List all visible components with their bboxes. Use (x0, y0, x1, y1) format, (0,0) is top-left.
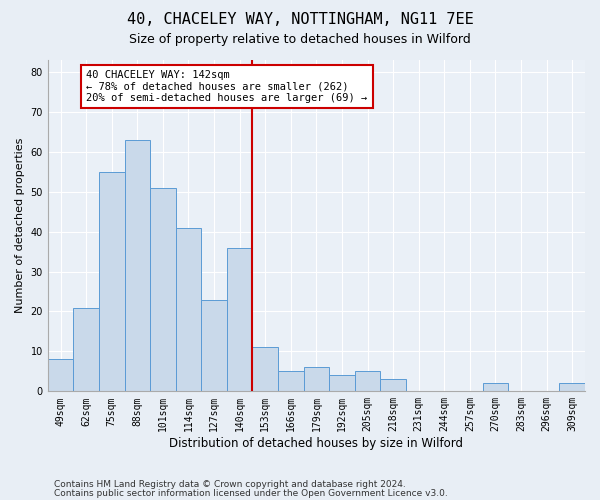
Bar (355, 372, 380, 392)
Text: Contains public sector information licensed under the Open Government Licence v3: Contains public sector information licen… (54, 488, 448, 498)
Bar (329, 376, 355, 392)
Bar (559, 384, 585, 392)
Bar (73, 308, 99, 392)
Text: Size of property relative to detached houses in Wilford: Size of property relative to detached ho… (129, 32, 471, 46)
Text: Contains HM Land Registry data © Crown copyright and database right 2024.: Contains HM Land Registry data © Crown c… (54, 480, 406, 489)
Bar (304, 368, 329, 392)
X-axis label: Distribution of detached houses by size in Wilford: Distribution of detached houses by size … (169, 437, 463, 450)
Bar (482, 384, 508, 392)
Bar (150, 188, 176, 392)
Bar (227, 248, 253, 392)
Bar (48, 360, 73, 392)
Y-axis label: Number of detached properties: Number of detached properties (15, 138, 25, 314)
Bar (176, 228, 201, 392)
Bar (253, 348, 278, 392)
Bar (380, 380, 406, 392)
Text: 40, CHACELEY WAY, NOTTINGHAM, NG11 7EE: 40, CHACELEY WAY, NOTTINGHAM, NG11 7EE (127, 12, 473, 28)
Bar (99, 172, 125, 392)
Text: 40 CHACELEY WAY: 142sqm
← 78% of detached houses are smaller (262)
20% of semi-d: 40 CHACELEY WAY: 142sqm ← 78% of detache… (86, 70, 367, 103)
Bar (201, 300, 227, 392)
Bar (125, 140, 150, 392)
Bar (278, 372, 304, 392)
